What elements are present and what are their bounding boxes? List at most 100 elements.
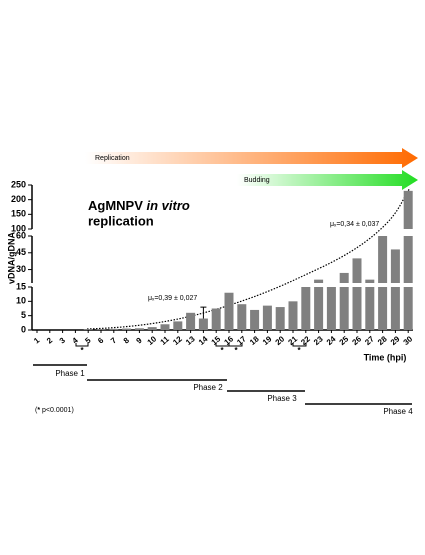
bar <box>352 258 362 283</box>
bar <box>83 329 93 330</box>
bar <box>237 304 247 330</box>
bar <box>198 318 208 330</box>
y-tick-label: 45 <box>16 247 26 257</box>
x-tick-label: 2 <box>45 335 55 345</box>
phase-label: Phase 4 <box>383 407 413 416</box>
bar <box>250 309 260 330</box>
significance-star: * <box>220 346 224 355</box>
footnote: (* p<0.0001) <box>35 407 74 414</box>
bar <box>96 329 106 330</box>
bar <box>211 308 221 330</box>
y-tick-label: 150 <box>11 209 26 219</box>
error-bar <box>200 306 207 319</box>
bar <box>339 272 349 283</box>
y-tick-label: 15 <box>16 281 26 291</box>
title-part: in vitro <box>147 198 190 213</box>
x-tick-label: 27 <box>363 334 376 347</box>
rate-annotation: μₓ=0,39 ± 0,027 <box>148 295 197 302</box>
phase-lines <box>33 364 412 405</box>
x-tick-label: 18 <box>248 334 261 347</box>
bar <box>314 287 324 330</box>
arrow-label: Budding <box>244 177 270 184</box>
x-tick-label: 22 <box>299 334 312 347</box>
phase-label: Phase 1 <box>55 369 85 378</box>
bar <box>275 307 285 330</box>
x-tick-label: 11 <box>159 334 172 347</box>
bar <box>378 236 388 283</box>
x-tick-label: 14 <box>197 334 210 347</box>
y-tick-label: 250 <box>11 179 26 189</box>
x-tick-label: 16 <box>222 334 235 347</box>
x-tick-label: 7 <box>109 335 119 345</box>
bar <box>352 287 362 330</box>
budding-arrow <box>237 170 418 190</box>
bar <box>378 287 388 330</box>
y-axis-label: vDNA/gDNA <box>6 232 16 285</box>
arrow-label: Replication <box>95 155 130 162</box>
y-tick-label: 100 <box>11 223 26 233</box>
bar <box>160 324 170 330</box>
significance-star: * <box>80 346 84 355</box>
footnote-star: * <box>37 407 40 414</box>
x-tick-label: 17 <box>235 334 248 347</box>
x-tick-label: 13 <box>184 334 197 347</box>
x-tick-label: 26 <box>350 334 363 347</box>
bar <box>365 287 375 330</box>
x-tick-label: 23 <box>312 334 325 347</box>
x-tick-label: 30 <box>402 334 415 347</box>
bar <box>224 292 234 330</box>
x-tick-label: 4 <box>71 335 81 345</box>
x-axis-label: Time (hpi) <box>364 352 407 362</box>
x-tick-label: 8 <box>122 335 132 345</box>
bar <box>390 287 400 330</box>
x-tick-label: 29 <box>389 334 402 347</box>
x-tick-label: 25 <box>338 334 351 347</box>
x-tick-label: 9 <box>135 335 145 345</box>
phase-label: Phase 2 <box>193 383 223 392</box>
title-part: AgMNPV <box>88 198 143 213</box>
bar <box>173 321 183 330</box>
y-tick-label: 0 <box>21 324 26 334</box>
bar <box>186 312 196 330</box>
x-tick-label: 20 <box>274 334 287 347</box>
x-tick-label: 21 <box>286 334 299 347</box>
chart-title: replication <box>88 213 154 228</box>
bar <box>403 190 413 229</box>
bar <box>390 249 400 283</box>
bar <box>365 279 375 283</box>
chart-title: AgMNPV in vitro <box>88 198 190 213</box>
phase-label: Phase 3 <box>267 394 297 403</box>
rate-annotation: μₓ=0,34 ± 0,037 <box>330 221 379 228</box>
bar <box>288 301 298 330</box>
bar <box>403 287 413 330</box>
x-tick-label: 28 <box>376 334 389 347</box>
significance-star: * <box>234 346 238 355</box>
y-tick-label: 30 <box>16 264 26 274</box>
y-tick-label: 5 <box>21 310 26 320</box>
y-tick-label: 10 <box>16 296 26 306</box>
footnote-text: p<0.0001 <box>42 407 71 414</box>
x-tick-label: 1 <box>32 335 42 345</box>
bar <box>301 287 311 330</box>
significance-star: * <box>297 346 301 355</box>
x-tick-label: 6 <box>96 335 106 345</box>
bar <box>262 305 272 330</box>
y-tick-label: 200 <box>11 194 26 204</box>
replication-arrow <box>85 148 418 168</box>
bar <box>147 327 157 330</box>
bar <box>403 236 413 283</box>
x-tick-label: 12 <box>171 334 184 347</box>
x-tick-label: 19 <box>261 334 274 347</box>
y-tick-label: 60 <box>16 230 26 240</box>
bar <box>134 328 144 330</box>
x-tick-label: 15 <box>210 334 223 347</box>
x-tick-label: 5 <box>83 335 93 345</box>
significance-brackets <box>75 343 307 347</box>
x-tick-label: 10 <box>146 334 159 347</box>
x-tick-label: 3 <box>58 335 68 345</box>
x-tick-label: 24 <box>325 334 338 347</box>
bar <box>122 328 132 330</box>
bar <box>314 279 324 283</box>
bar <box>326 287 336 330</box>
